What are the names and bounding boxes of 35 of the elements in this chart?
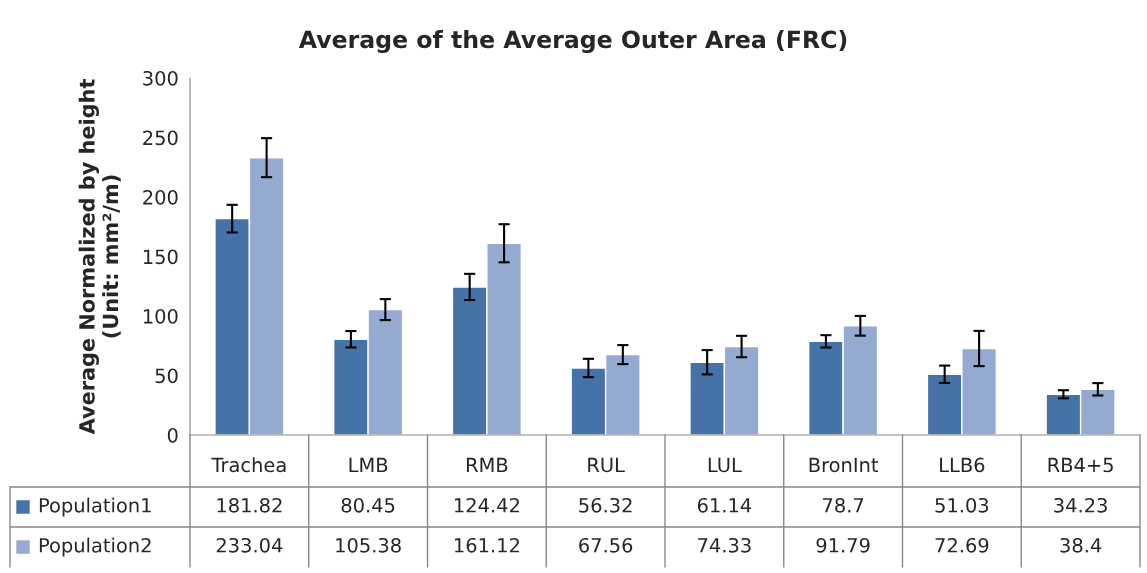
y-tick-label: 100: [143, 308, 178, 324]
data-label: 61.14: [697, 497, 752, 513]
legend-label: Population1: [39, 497, 151, 517]
x-tick-label: Trachea: [211, 457, 286, 473]
data-label: 38.4: [1060, 537, 1102, 553]
data-label: 72.69: [935, 537, 989, 553]
data-label: 78.7: [823, 497, 864, 513]
y-tick-label: 200: [143, 189, 178, 205]
x-tick-label: BronInt: [809, 457, 879, 473]
x-tick-label: RMB: [466, 457, 508, 472]
data-label: 161.12: [454, 537, 519, 553]
data-label: 67.56: [579, 537, 633, 553]
y-tick-label: 150: [143, 249, 178, 265]
y-tick-label: 300: [143, 70, 178, 86]
y-tick-label: 0: [167, 427, 178, 443]
y-tick-label: 50: [155, 368, 178, 384]
legend-label: Population2: [39, 537, 151, 557]
x-tick-label: LUL: [708, 457, 742, 473]
data-label: 34.23: [1054, 497, 1107, 513]
x-tick-label: RB4+5: [1048, 457, 1113, 473]
data-label: 233.04: [216, 537, 283, 553]
data-label: 124.42: [454, 497, 519, 513]
data-label: 56.32: [579, 497, 632, 513]
x-tick-label: LMB: [349, 457, 388, 472]
data-label: 80.45: [341, 497, 395, 513]
data-label: 181.82: [217, 497, 282, 513]
data-label: 51.03: [935, 497, 989, 513]
x-tick-label: RUL: [588, 457, 625, 473]
y-tick-label: 250: [143, 130, 178, 146]
data-label: 105.38: [336, 537, 401, 553]
data-label: 91.79: [816, 537, 870, 553]
y-axis-title: Average Normalized by height (Unit: mm²/m): [78, 79, 121, 435]
chart-title: Average of the Average Outer Area (FRC): [298, 30, 847, 54]
x-tick-label: LLB6: [940, 457, 985, 473]
data-label: 74.33: [698, 537, 751, 553]
